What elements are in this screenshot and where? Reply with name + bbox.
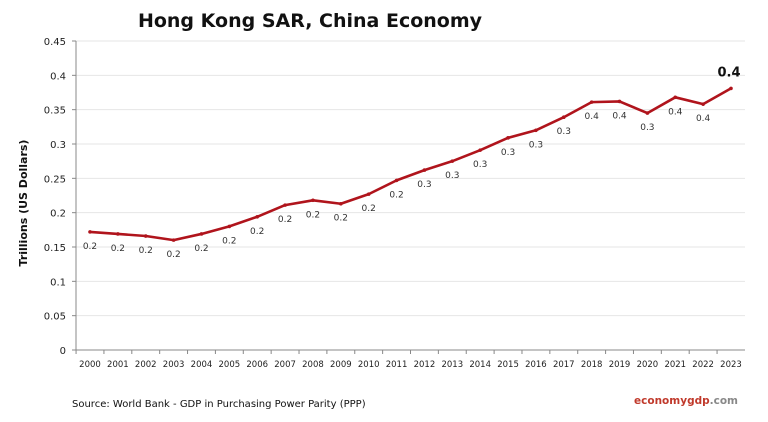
- y-tick-label: 0.1: [50, 277, 66, 288]
- data-label: 0.4: [612, 111, 627, 121]
- data-point: [199, 232, 204, 236]
- data-label: 0.4: [584, 112, 599, 122]
- data-label: 0.2: [222, 236, 236, 246]
- y-axis-label: Trillions (US Dollars): [17, 140, 30, 267]
- data-point: [283, 203, 287, 207]
- data-label: 0.2: [334, 214, 348, 224]
- chart-title: Hong Kong SAR, China Economy: [138, 10, 483, 32]
- data-label: 0.4: [668, 107, 683, 117]
- x-tick-label: 2008: [302, 360, 324, 370]
- y-tick-label: 0.35: [44, 106, 66, 117]
- data-point: [701, 102, 705, 106]
- x-tick-label: 2012: [414, 360, 436, 370]
- data-point: [450, 159, 455, 163]
- data-point: [255, 214, 260, 219]
- data-point: [394, 178, 399, 183]
- brand-logo: economygdp.com: [634, 395, 738, 407]
- data-label: 0.3: [501, 148, 515, 158]
- x-tick-label: 2007: [274, 360, 296, 370]
- data-label: 0.2: [139, 246, 153, 256]
- data-label: 0.3: [473, 160, 487, 170]
- source-note: Source: World Bank - GDP in Purchasing P…: [72, 399, 366, 410]
- series-line: [89, 87, 732, 242]
- data-point: [729, 86, 733, 91]
- data-point: [143, 234, 148, 238]
- data-point: [171, 238, 176, 242]
- x-tick-label: 2020: [637, 360, 659, 370]
- data-label: 0.3: [529, 140, 543, 150]
- data-label: 0.2: [389, 190, 403, 200]
- data-label: 0.2: [306, 210, 320, 220]
- data-label: 0.4: [696, 114, 711, 124]
- x-tick-label: 2013: [441, 360, 463, 370]
- x-tick-label: 2016: [525, 360, 547, 370]
- data-label: 0.2: [250, 227, 264, 237]
- data-label: 0.3: [557, 127, 571, 137]
- data-point: [673, 95, 678, 100]
- data-point: [478, 148, 482, 152]
- data-point: [534, 128, 538, 133]
- x-tick-label: 2002: [135, 360, 157, 370]
- x-tick-label: 2022: [692, 360, 714, 370]
- data-point: [645, 111, 650, 115]
- y-tick-label: 0.25: [44, 174, 66, 185]
- data-point: [227, 224, 232, 229]
- data-label: 0.2: [111, 244, 125, 254]
- data-point: [88, 230, 92, 234]
- data-point: [311, 198, 315, 203]
- x-tick-label: 2021: [664, 360, 686, 370]
- x-tick-label: 2015: [497, 360, 519, 370]
- data-label: 0.3: [640, 123, 654, 133]
- x-tick-label: 2009: [330, 360, 352, 370]
- x-tick-label: 2019: [609, 360, 631, 370]
- data-label-last: 0.4: [717, 65, 740, 80]
- data-label: 0.2: [166, 250, 180, 260]
- data-point: [422, 168, 427, 172]
- x-tick-label: 2005: [219, 360, 241, 370]
- x-tick-label: 2011: [386, 360, 408, 370]
- data-label: 0.2: [83, 242, 97, 252]
- x-tick-label: 2001: [107, 360, 129, 370]
- x-tick-label: 2004: [191, 360, 213, 370]
- x-tick-label: 2006: [246, 360, 268, 370]
- x-tick-label: 2010: [358, 360, 380, 370]
- y-tick-label: 0.4: [50, 71, 66, 82]
- y-tick-label: 0.3: [50, 140, 66, 151]
- y-tick-label: 0.05: [44, 312, 66, 323]
- y-tick-label: 0.2: [50, 209, 66, 220]
- data-label: 0.3: [445, 171, 459, 181]
- y-tick-label: 0.15: [44, 243, 66, 254]
- x-tick-label: 2018: [581, 360, 603, 370]
- data-point: [589, 100, 594, 104]
- data-point: [561, 115, 566, 120]
- data-point: [339, 201, 343, 206]
- y-tick-label: 0.45: [44, 37, 66, 48]
- data-point: [506, 136, 510, 140]
- y-tick-label: 0: [60, 346, 66, 357]
- data-point: [116, 232, 120, 236]
- data-label: 0.3: [417, 180, 431, 190]
- x-tick-label: 2000: [79, 360, 101, 370]
- x-tick-label: 2023: [720, 360, 742, 370]
- data-point: [617, 99, 622, 104]
- data-label: 0.2: [362, 204, 376, 214]
- x-tick-label: 2014: [469, 360, 491, 370]
- x-tick-label: 2017: [553, 360, 575, 370]
- data-label: 0.2: [278, 215, 292, 225]
- data-label: 0.2: [194, 244, 208, 254]
- x-tick-label: 2003: [163, 360, 185, 370]
- data-point: [366, 192, 371, 196]
